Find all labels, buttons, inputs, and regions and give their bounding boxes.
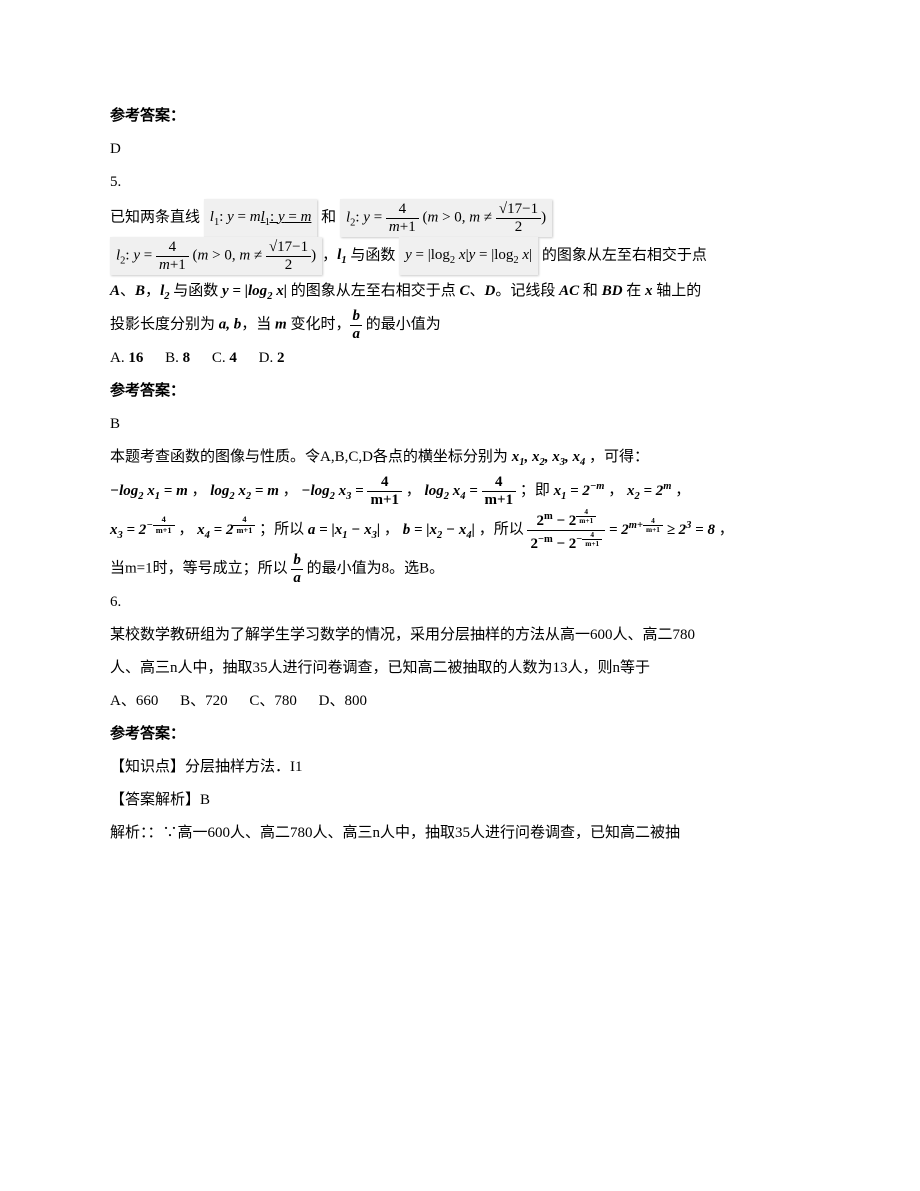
q5-opt-b: B. 8 [165, 350, 190, 366]
q6-knowledge: 【知识点】分层抽样方法．I1 [110, 751, 810, 784]
q5-number: 5. [110, 166, 810, 199]
q5-options: A. 16 B. 8 C. 4 D. 2 [110, 342, 810, 375]
q5-answer-label: 参考答案： [110, 375, 810, 408]
q6-text1: 某校数学教研组为了解学生学习数学的情况，采用分层抽样的方法从高一600人、高二7… [110, 619, 810, 652]
q6-opt-a: A、660 [110, 693, 158, 709]
q5-opt-c: C. 4 [212, 350, 237, 366]
q5-opt-d: D. 2 [259, 350, 285, 366]
q5-formula-l2a: l2: y = 4m+1 (m > 0, m ≠ √17−12) [340, 199, 552, 237]
q6-parse-text: 解析：：∵高一600人、高二780人、高三n人中，抽取35人进行问卷调查，已知高… [110, 817, 810, 850]
q5-and: 和 [321, 209, 336, 225]
q5-line1: 已知两条直线 l1: y = ml1: y = m 和 l2: y = 4m+1… [110, 199, 810, 237]
q4-answer-value: D [110, 133, 810, 166]
q5-eqs: −log2 x1 = m ， log2 x2 = m ， −log2 x3 = … [110, 474, 810, 508]
q5-answer-value: B [110, 408, 810, 441]
q6-number: 6. [110, 586, 810, 619]
q5-after-func2: 的图象从左至右相交于点 [291, 283, 456, 299]
q5-explain-end: 当m=1时，等号成立；所以 ba 的最小值为8。选B。 [110, 552, 810, 586]
q5-formula-l1: l1: y = ml1: y = m [204, 199, 318, 236]
q6-text2: 人、高三n人中，抽取35人进行问卷调查，已知高二被抽取的人数为13人，则n等于 [110, 652, 810, 685]
q6-opt-d: D、800 [319, 693, 367, 709]
q5-line3: A、B，l2 与函数 y = |log2 x| 的图象从左至右相交于点 C、D。… [110, 275, 810, 308]
q6-answer-label: 参考答案： [110, 718, 810, 751]
q6-options: A、660 B、720 C、780 D、800 [110, 685, 810, 718]
q6-opt-c: C、780 [249, 693, 297, 709]
q4-answer-label: 参考答案： [110, 100, 810, 133]
q5-line2: l2: y = 4m+1 (m > 0, m ≠ √17−12) ，l1 与函数… [110, 237, 810, 275]
q5-opt-a: A. 16 [110, 350, 143, 366]
q5-explain-1: 本题考查函数的图像与性质。令A,B,C,D各点的横坐标分别为 x1, x2, x… [110, 441, 810, 474]
q5-func1: y = |log2 x|y = |log2 x| [399, 237, 538, 274]
q6-opt-b: B、720 [180, 693, 228, 709]
q5-line4: 投影长度分别为 a, b，当 m 变化时，ba 的最小值为 [110, 308, 810, 342]
q5-ratio-desc: 的最小值为 [366, 317, 441, 333]
q5-eqs2: x3 = 2−4m+1 ， x4 = 24m+1 ；所以 a = |x1 − x… [110, 508, 810, 552]
q6-answer-parse: 【答案解析】B [110, 784, 810, 817]
q5-after-func1: 的图象从左至右相交于点 [542, 247, 707, 263]
q5-formula-l2b: l2: y = 4m+1 (m > 0, m ≠ √17−12) [110, 237, 322, 275]
q5-intro: 已知两条直线 [110, 209, 200, 225]
